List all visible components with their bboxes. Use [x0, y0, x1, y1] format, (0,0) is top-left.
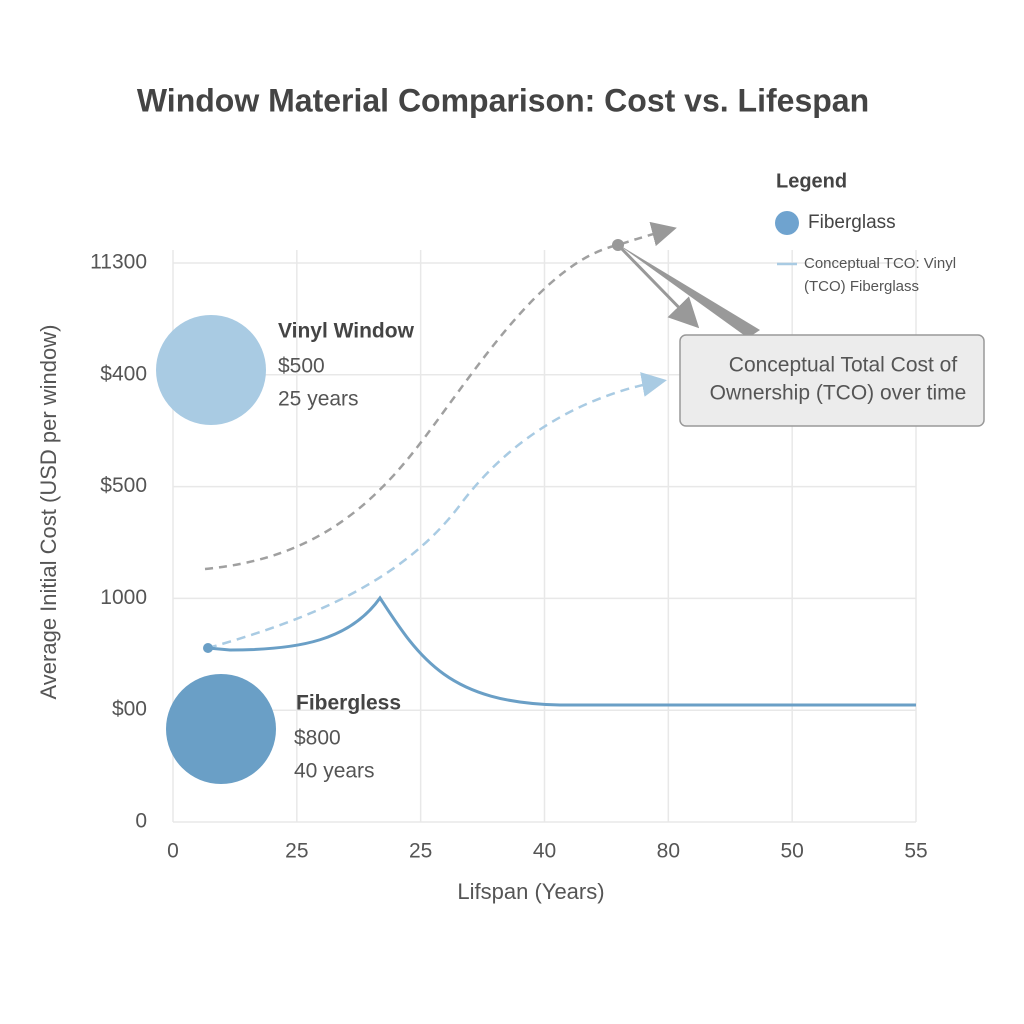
y-tick-label: 0: [135, 810, 147, 833]
legend-title: Legend: [776, 170, 847, 192]
x-tick-label: 55: [904, 840, 927, 863]
chart-title: Window Material Comparison: Cost vs. Lif…: [137, 82, 869, 118]
callout-box: [679, 334, 985, 427]
x-tick-label: 25: [409, 840, 432, 863]
x-tick-label: 40: [533, 840, 556, 863]
y-tick-label: $400: [100, 362, 147, 385]
x-tick-label: 0: [167, 840, 179, 863]
legend-entry: (TCO) Fiberglass: [804, 278, 919, 295]
callout-arrow: [616, 243, 700, 329]
legend-entry: Fiberglass: [808, 212, 896, 233]
tco-vinyl-curve: [204, 221, 677, 571]
fiberglass-bubble: [166, 674, 276, 784]
vinyl-bubble: [156, 315, 266, 425]
vinyl-cost: $500: [278, 355, 325, 378]
tco-fiberglass-curve: [207, 372, 667, 650]
fiberglass-cost: $800: [294, 727, 341, 750]
y-axis-label: Average Initial Cost (USD per window): [36, 325, 61, 700]
legend-swatch: [775, 211, 799, 235]
callout-text: Ownership (TCO) over time: [710, 382, 967, 405]
callout-pointer: [616, 243, 760, 338]
y-tick-label: $500: [100, 474, 147, 497]
y-tick-label: $00: [112, 698, 147, 721]
start-point: [203, 643, 213, 653]
vinyl-life: 25 years: [278, 388, 359, 411]
x-axis-label: Lifspan (Years): [457, 879, 604, 904]
fiberglass-curve: [207, 595, 916, 707]
callout-text: Conceptual Total Cost of: [729, 354, 958, 377]
fiberglass-name: Fibergless: [296, 692, 401, 715]
y-tick-label: 1000: [100, 586, 147, 609]
x-tick-label: 80: [657, 840, 680, 863]
fiberglass-life: 40 years: [294, 760, 375, 783]
x-tick-label: 25: [285, 840, 308, 863]
x-tick-label: 50: [780, 840, 803, 863]
y-tick-label: 11300: [90, 251, 147, 274]
vinyl-name: Vinyl Window: [278, 320, 415, 343]
legend-entry: Conceptual TCO: Vinyl: [804, 255, 956, 272]
